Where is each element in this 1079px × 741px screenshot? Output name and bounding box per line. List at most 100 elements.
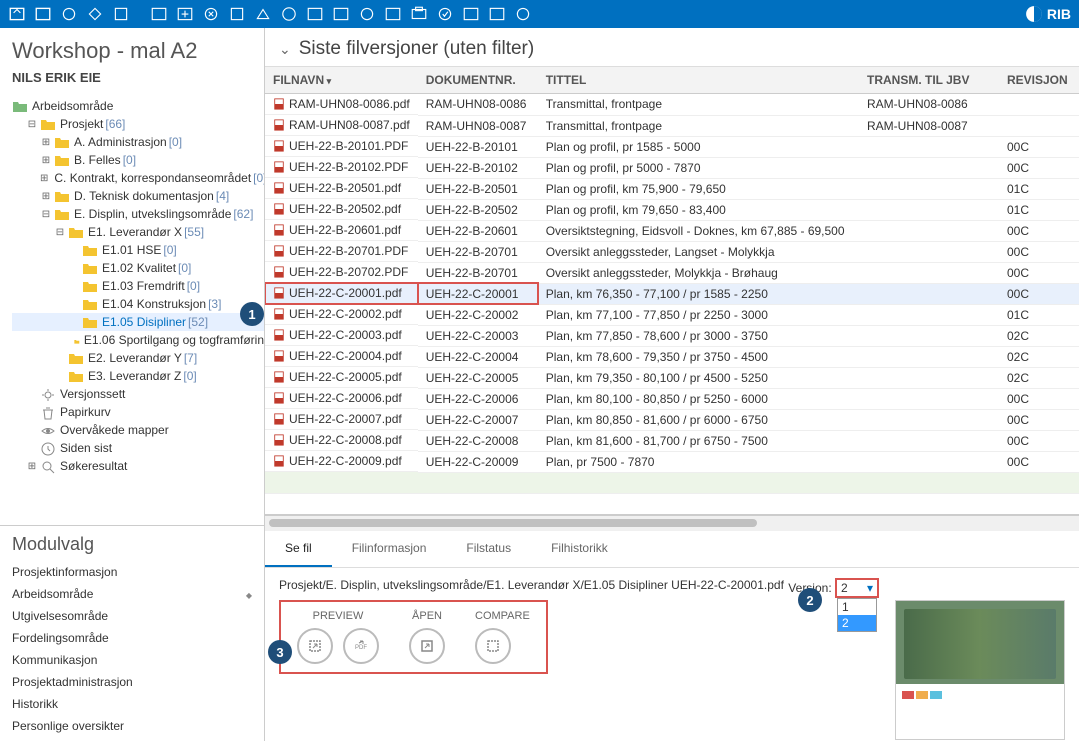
table-row[interactable]: UEH-22-B-20502.pdfUEH-22-B-20502Plan og … bbox=[265, 199, 1079, 220]
toolbar-icon-r13[interactable] bbox=[462, 5, 480, 23]
table-row[interactable]: UEH-22-B-20702.PDFUEH-22-B-20701Oversikt… bbox=[265, 262, 1079, 283]
callout-1: 1 bbox=[240, 302, 264, 326]
compare-button[interactable] bbox=[475, 628, 511, 664]
toolbar-icon-r4[interactable] bbox=[228, 5, 246, 23]
compare-label: COMPARE bbox=[475, 610, 530, 622]
tree-node-konstruksjon[interactable]: E1.04 Konstruksjon [3] bbox=[12, 295, 264, 313]
tab-filinformasjon[interactable]: Filinformasjon bbox=[332, 531, 447, 567]
tab-filstatus[interactable]: Filstatus bbox=[446, 531, 531, 567]
table-row[interactable]: UEH-22-B-20701.PDFUEH-22-B-20701Oversikt… bbox=[265, 241, 1079, 262]
file-table: FILNAVN DOKUMENTNR. TITTEL TRANSM. TIL J… bbox=[265, 66, 1079, 515]
table-row[interactable]: UEH-22-B-20102.PDFUEH-22-B-20102Plan og … bbox=[265, 157, 1079, 178]
toolbar-icon-r15[interactable] bbox=[514, 5, 532, 23]
workspace-title: Workshop - mal A2 bbox=[12, 38, 252, 64]
toolbar-icon-4[interactable] bbox=[86, 5, 104, 23]
toolbar-icon-r11[interactable] bbox=[410, 5, 428, 23]
top-toolbar: RIB bbox=[0, 0, 1079, 28]
table-row[interactable]: UEH-22-B-20501.pdfUEH-22-B-20501Plan og … bbox=[265, 178, 1079, 199]
toolbar-icon-r5[interactable] bbox=[254, 5, 272, 23]
left-panel: Workshop - mal A2 NILS ERIK EIE Arbeidso… bbox=[0, 28, 265, 741]
toolbar-icon-r1[interactable] bbox=[150, 5, 168, 23]
tree-node-kontrakt[interactable]: ⊞C. Kontrakt, korrespondanseområdet [0] bbox=[12, 169, 264, 187]
tree-node-kvalitet[interactable]: E1.02 Kvalitet [0] bbox=[12, 259, 264, 277]
toolbar-icon-r10[interactable] bbox=[384, 5, 402, 23]
col-trans[interactable]: TRANSM. TIL JBV bbox=[859, 67, 999, 94]
file-path: Prosjekt/E. Displin, utvekslingsområde/E… bbox=[279, 578, 1065, 592]
open-button[interactable] bbox=[409, 628, 445, 664]
tree-node-teknisk[interactable]: ⊞D. Teknisk dokumentasjon [4] bbox=[12, 187, 264, 205]
tree-node-overvakede[interactable]: Overvåkede mapper bbox=[12, 421, 264, 439]
toolbar-icon-r14[interactable] bbox=[488, 5, 506, 23]
table-row[interactable]: UEH-22-C-20004.pdfUEH-22-C-20004Plan, km… bbox=[265, 346, 1079, 367]
preview-label: PREVIEW bbox=[297, 610, 379, 622]
module-item-4[interactable]: Kommunikasjon bbox=[12, 649, 252, 671]
preview-button[interactable] bbox=[297, 628, 333, 664]
table-row[interactable]: UEH-22-C-20007.pdfUEH-22-C-20007Plan, km… bbox=[265, 409, 1079, 430]
folder-tree: Arbeidsområde ⊟Prosjekt [66]⊞A. Administ… bbox=[0, 91, 264, 525]
toolbar-icon-r9[interactable] bbox=[358, 5, 376, 23]
toolbar-icon-1[interactable] bbox=[8, 5, 26, 23]
tree-node-sok[interactable]: ⊞Søkeresultat bbox=[12, 457, 264, 475]
tab-filhistorikk[interactable]: Filhistorikk bbox=[531, 531, 628, 567]
col-docnr[interactable]: DOKUMENTNR. bbox=[418, 67, 538, 94]
col-filename[interactable]: FILNAVN bbox=[265, 67, 418, 94]
tree-node-displin[interactable]: ⊟E. Displin, utvekslingsområde [62] bbox=[12, 205, 264, 223]
toolbar-icon-r12[interactable] bbox=[436, 5, 454, 23]
table-row[interactable]: UEH-22-C-20005.pdfUEH-22-C-20005Plan, km… bbox=[265, 367, 1079, 388]
table-row[interactable]: RAM-UHN08-0087.pdfRAM-UHN08-0087Transmit… bbox=[265, 115, 1079, 136]
module-item-3[interactable]: Fordelingsområde bbox=[12, 627, 252, 649]
module-item-2[interactable]: Utgivelsesområde bbox=[12, 605, 252, 627]
toolbar-icon-r7[interactable] bbox=[306, 5, 324, 23]
toolbar-icon-2[interactable] bbox=[34, 5, 52, 23]
h-scrollbar[interactable] bbox=[265, 515, 1079, 531]
table-row[interactable]: UEH-22-C-20001.pdfUEH-22-C-20001Plan, km… bbox=[265, 283, 1079, 304]
callout-3: 3 bbox=[268, 640, 292, 664]
col-title[interactable]: TITTEL bbox=[538, 67, 859, 94]
version-dropdown[interactable]: 2▾ 12 bbox=[835, 578, 879, 598]
file-thumbnail[interactable] bbox=[895, 600, 1065, 740]
toolbar-icon-3[interactable] bbox=[60, 5, 78, 23]
action-box: PREVIEW PDF ÅPEN COMPARE bbox=[279, 600, 548, 674]
tree-node-sportilgang[interactable]: E1.06 Sportilgang og togframførin bbox=[12, 331, 264, 349]
tree-node-lev-y[interactable]: E2. Leverandør Y [7] bbox=[12, 349, 264, 367]
tree-node-prosjekt[interactable]: ⊟Prosjekt [66] bbox=[12, 115, 264, 133]
rib-logo: RIB bbox=[1025, 5, 1071, 23]
tree-node-hse[interactable]: E1.01 HSE [0] bbox=[12, 241, 264, 259]
version-option[interactable]: 1 bbox=[838, 599, 876, 615]
toolbar-icon-r2[interactable] bbox=[176, 5, 194, 23]
table-row[interactable]: UEH-22-C-20002.pdfUEH-22-C-20002Plan, km… bbox=[265, 304, 1079, 325]
tree-node-siden[interactable]: Siden sist bbox=[12, 439, 264, 457]
tree-node-papirkurv[interactable]: Papirkurv bbox=[12, 403, 264, 421]
module-item-5[interactable]: Prosjektadministrasjon bbox=[12, 671, 252, 693]
preview-pdf-button[interactable]: PDF bbox=[343, 628, 379, 664]
toolbar-icon-r6[interactable] bbox=[280, 5, 298, 23]
tree-node-lev-x[interactable]: ⊟E1. Leverandør X [55] bbox=[12, 223, 264, 241]
col-rev[interactable]: REVISJON bbox=[999, 67, 1079, 94]
tree-node-fremdrift[interactable]: E1.03 Fremdrift [0] bbox=[12, 277, 264, 295]
tree-node-felles[interactable]: ⊞B. Felles [0] bbox=[12, 151, 264, 169]
table-row[interactable]: UEH-22-C-20003.pdfUEH-22-C-20003Plan, km… bbox=[265, 325, 1079, 346]
table-row[interactable]: UEH-22-C-20009.pdfUEH-22-C-20009Plan, pr… bbox=[265, 451, 1079, 472]
chevron-down-icon[interactable]: ⌄ bbox=[279, 41, 291, 58]
table-row[interactable]: UEH-22-C-20006.pdfUEH-22-C-20006Plan, km… bbox=[265, 388, 1079, 409]
module-item-6[interactable]: Historikk bbox=[12, 693, 252, 715]
tree-node-admin[interactable]: ⊞A. Administrasjon [0] bbox=[12, 133, 264, 151]
tree-root[interactable]: Arbeidsområde bbox=[12, 97, 264, 115]
module-item-1[interactable]: Arbeidsområde bbox=[12, 583, 252, 605]
right-panel: ⌄ Siste filversjoner (uten filter) FILNA… bbox=[265, 28, 1079, 741]
toolbar-icon-r3[interactable] bbox=[202, 5, 220, 23]
toolbar-icon-5[interactable] bbox=[112, 5, 130, 23]
table-row[interactable]: RAM-UHN08-0086.pdfRAM-UHN08-0086Transmit… bbox=[265, 94, 1079, 116]
table-row[interactable]: UEH-22-B-20101.PDFUEH-22-B-20101Plan og … bbox=[265, 136, 1079, 157]
tree-node-lev-z[interactable]: E3. Leverandør Z [0] bbox=[12, 367, 264, 385]
version-option[interactable]: 2 bbox=[838, 615, 876, 631]
table-row[interactable]: UEH-22-B-20601.pdfUEH-22-B-20601Oversikt… bbox=[265, 220, 1079, 241]
tree-node-disipliner[interactable]: E1.05 Disipliner [52] bbox=[12, 313, 264, 331]
module-block: Modulvalg ProsjektinformasjonArbeidsområ… bbox=[0, 525, 264, 741]
tree-node-versjonssett[interactable]: Versjonssett bbox=[12, 385, 264, 403]
table-row[interactable]: UEH-22-C-20008.pdfUEH-22-C-20008Plan, km… bbox=[265, 430, 1079, 451]
module-item-0[interactable]: Prosjektinformasjon bbox=[12, 561, 252, 583]
tab-se-fil[interactable]: Se fil bbox=[265, 531, 332, 567]
module-item-7[interactable]: Personlige oversikter bbox=[12, 715, 252, 737]
toolbar-icon-r8[interactable] bbox=[332, 5, 350, 23]
